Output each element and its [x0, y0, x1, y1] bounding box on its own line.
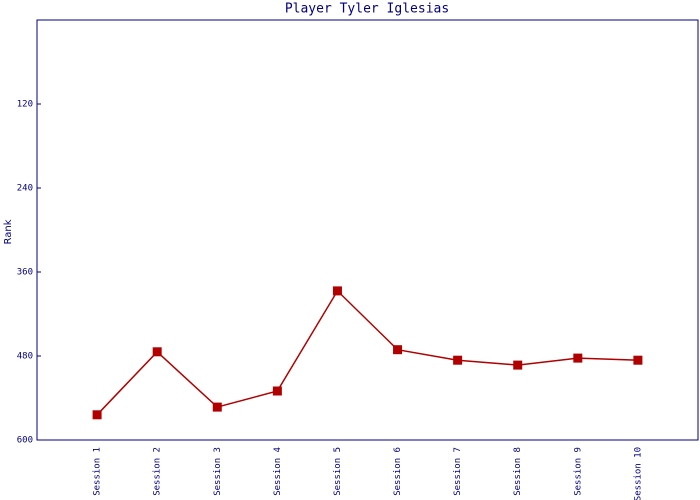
- point-marker: [453, 355, 463, 365]
- y-tick-label: 120: [17, 100, 33, 110]
- point-marker: [272, 386, 282, 396]
- point-marker: [152, 347, 162, 357]
- plot-frame: [36, 19, 699, 441]
- point-marker: [513, 360, 523, 370]
- x-tick-label: Session 1: [93, 447, 103, 496]
- chart-title: Player Tyler Iglesias: [285, 2, 449, 17]
- y-axis-label: Rank: [3, 219, 14, 244]
- x-tick-label: Session 4: [273, 447, 283, 496]
- x-tick-label: Session 2: [153, 447, 163, 496]
- x-tick-label: Session 7: [453, 447, 463, 496]
- point-marker: [573, 353, 583, 363]
- y-tick-label: 360: [17, 268, 33, 278]
- y-tick-label: 600: [17, 436, 33, 446]
- x-tick-label: Session 5: [333, 447, 343, 496]
- x-tick-label: Session 10: [633, 447, 643, 500]
- point-marker: [92, 410, 102, 420]
- y-tick-label: 480: [17, 352, 33, 362]
- point-marker: [212, 402, 222, 412]
- series-line: [96, 289, 638, 416]
- x-tick-label: Session 9: [573, 447, 583, 496]
- point-marker: [633, 355, 643, 365]
- x-tick-label: Session 6: [393, 447, 403, 496]
- x-tick-label: Session 3: [213, 447, 223, 496]
- point-marker: [393, 345, 403, 355]
- y-tick-label: 240: [17, 184, 33, 194]
- point-marker: [332, 286, 342, 296]
- x-tick-label: Session 8: [513, 447, 523, 496]
